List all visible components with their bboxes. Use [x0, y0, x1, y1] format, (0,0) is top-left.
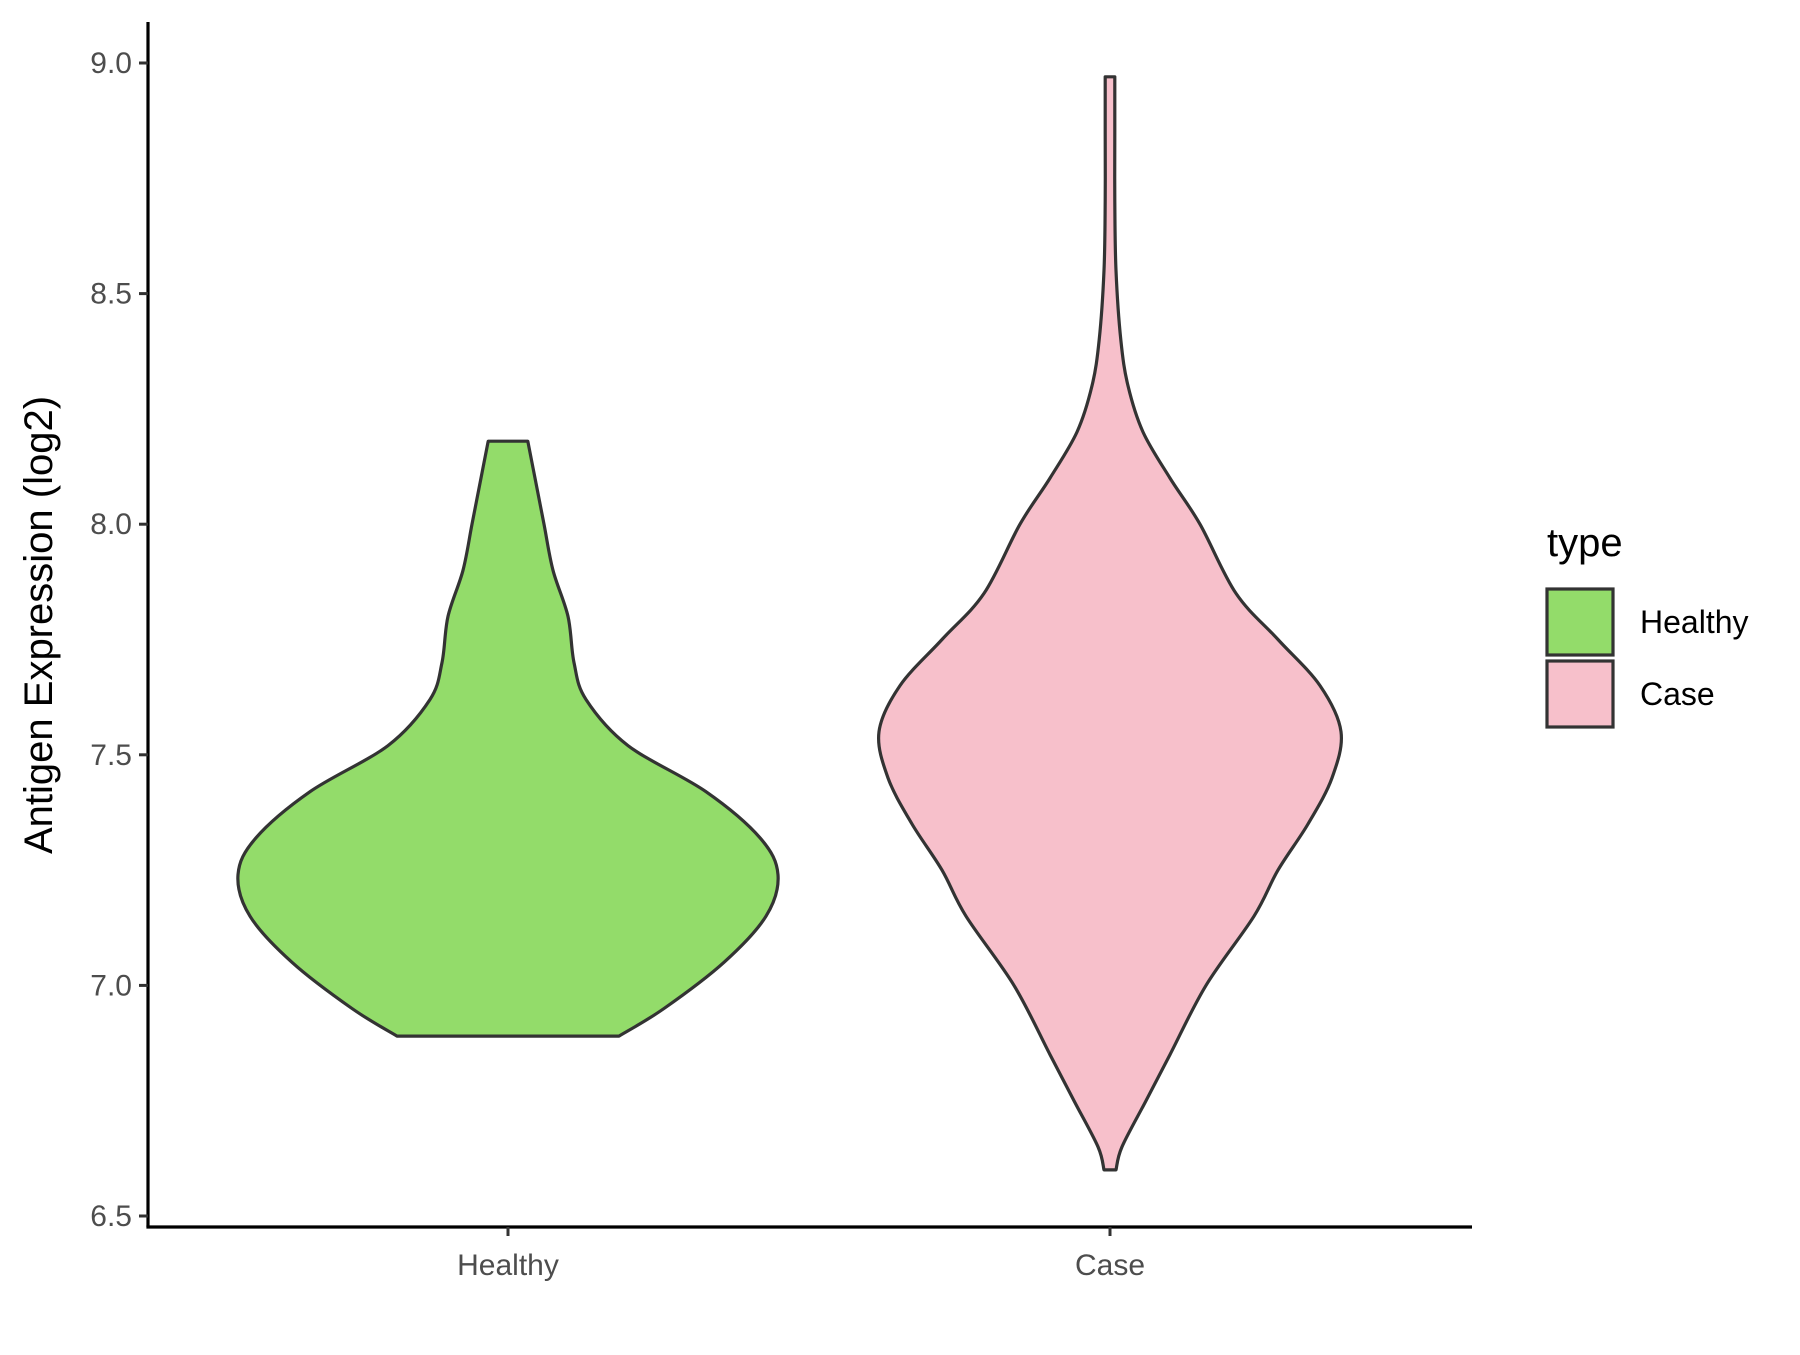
x-tick-label: Case	[1075, 1249, 1145, 1282]
violins	[236, 75, 1344, 1172]
violin-case	[876, 75, 1344, 1172]
y-tick-label: 8.5	[90, 278, 132, 311]
y-axis-title: Antigen Expression (log2)	[17, 396, 61, 854]
y-tick-label: 6.5	[90, 1200, 132, 1233]
axes: 6.5 7.0 7.5 8.0 8.5 9.0 Healthy Case	[90, 22, 1472, 1282]
legend-key-case	[1545, 659, 1615, 729]
legend-label-healthy: Healthy	[1640, 604, 1749, 640]
violin-healthy	[236, 439, 780, 1038]
legend: type Healthy Case	[1545, 521, 1749, 729]
y-tick-label: 9.0	[90, 47, 132, 80]
y-tick-label: 7.0	[90, 969, 132, 1002]
legend-key-healthy	[1545, 587, 1615, 657]
legend-label-case: Case	[1640, 676, 1715, 712]
y-tick-label: 8.0	[90, 508, 132, 541]
legend-title: type	[1547, 521, 1623, 565]
x-tick-label: Healthy	[457, 1249, 559, 1282]
y-tick-label: 7.5	[90, 739, 132, 772]
